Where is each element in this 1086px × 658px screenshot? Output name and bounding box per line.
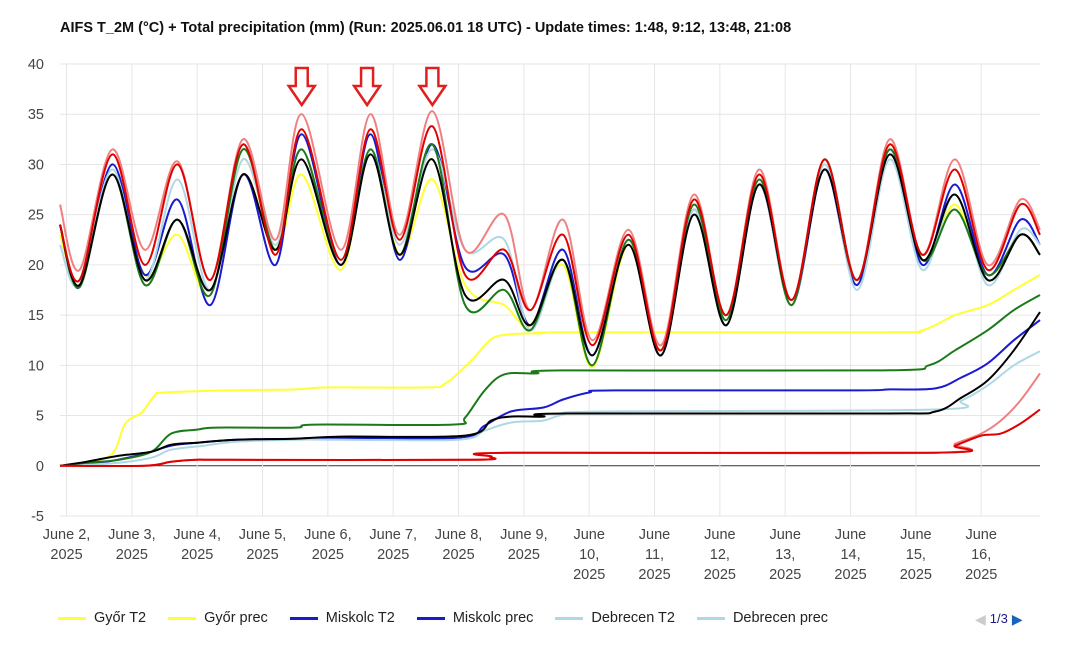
x-tick-label: 2025 — [638, 567, 670, 583]
x-tick-label: June — [769, 527, 800, 543]
x-tick-label: 2025 — [900, 567, 932, 583]
legend-swatch — [289, 616, 318, 620]
x-tick-label: 2025 — [181, 547, 213, 563]
previous-page-icon[interactable]: ◀ — [975, 610, 986, 627]
y-tick-label: 35 — [28, 107, 44, 123]
series-line-debrecen-prec — [59, 350, 1041, 467]
legend-item[interactable]: Győr T2 — [58, 610, 146, 626]
x-tick-label: June — [704, 527, 735, 543]
y-tick-label: 15 — [28, 308, 44, 324]
legend-label: Miskolc T2 — [325, 610, 395, 626]
legend-item[interactable]: Miskolc T2 — [289, 610, 395, 626]
x-tick-label: 13, — [775, 547, 795, 563]
down-arrow-marker-icon — [351, 66, 383, 108]
y-tick-label: 0 — [36, 459, 44, 475]
legend-item[interactable]: Debrecen T2 — [555, 610, 675, 626]
x-tick-label: 2025 — [442, 547, 474, 563]
chart-title: AIFS T_2M (°C) + Total precipitation (mm… — [60, 20, 792, 36]
y-tick-label: 20 — [28, 258, 44, 274]
x-tick-label: June 6, — [304, 527, 352, 543]
x-tick-label: June — [573, 527, 604, 543]
x-tick-label: June 3, — [108, 527, 156, 543]
x-tick-label: 2025 — [50, 547, 82, 563]
x-tick-label: 12, — [710, 547, 730, 563]
x-tick-label: 2025 — [573, 567, 605, 583]
x-tick-label: June 2, — [43, 527, 91, 543]
legend-label: Miskolc prec — [452, 610, 534, 626]
legend-swatch — [58, 616, 86, 620]
legend-label: Debrecen T2 — [591, 610, 675, 626]
y-tick-label: 40 — [28, 57, 44, 73]
legend-item[interactable]: Miskolc prec — [416, 610, 534, 626]
x-tick-label: 15, — [906, 547, 926, 563]
legend-swatch — [416, 616, 445, 620]
series-line-miskolc-prec — [59, 319, 1041, 467]
series-line-gyor-prec — [59, 274, 1041, 467]
x-tick-label: June 4, — [173, 527, 221, 543]
legend: Győr T2 Győr prec Miskolc T2 Miskolc prec De… — [58, 610, 850, 626]
series-line-red-prec — [59, 408, 1041, 468]
y-tick-label: 25 — [28, 208, 44, 224]
legend-item[interactable]: Debrecen prec — [696, 610, 829, 626]
legend-swatch — [696, 616, 725, 620]
series-line-miskolc-t2 — [59, 133, 1041, 357]
legend-pager: ◀ 1/3 ▶ — [975, 611, 1023, 626]
x-tick-label: 2025 — [704, 567, 736, 583]
x-tick-label: 2025 — [834, 567, 866, 583]
x-tick-label: 16, — [971, 547, 991, 563]
series-line-black-prec — [59, 311, 1041, 467]
legend-label: Győr T2 — [94, 610, 147, 626]
x-tick-label: June 5, — [239, 527, 287, 543]
down-arrow-marker-icon — [286, 66, 318, 108]
x-tick-label: 2025 — [769, 567, 801, 583]
x-tick-label: June 9, — [500, 527, 548, 543]
x-tick-label: 2025 — [965, 567, 997, 583]
x-tick-label: 14, — [840, 547, 860, 563]
legend-item[interactable]: Győr prec — [168, 610, 268, 626]
x-tick-label: 2025 — [116, 547, 148, 563]
x-tick-label: June 8, — [435, 527, 483, 543]
legend-swatch — [555, 616, 584, 620]
x-tick-label: 10, — [579, 547, 599, 563]
y-tick-label: 30 — [28, 157, 44, 173]
y-tick-label: 5 — [36, 409, 44, 425]
x-tick-label: June 7, — [369, 527, 417, 543]
x-tick-label: June — [835, 527, 866, 543]
y-tick-label: -5 — [31, 509, 44, 525]
y-tick-label: 10 — [28, 358, 44, 374]
page-indicator: 1/3 — [989, 611, 1008, 626]
x-tick-label: June — [639, 527, 670, 543]
x-tick-label: June — [900, 527, 931, 543]
x-tick-label: June — [965, 527, 996, 543]
x-tick-label: 2025 — [312, 547, 344, 563]
series-line-gyor-prec-2 — [59, 294, 1041, 467]
x-tick-label: 2025 — [377, 547, 409, 563]
legend-swatch — [168, 616, 197, 620]
down-arrow-marker-icon — [417, 66, 448, 108]
legend-label: Debrecen prec — [732, 610, 829, 626]
x-tick-label: 2025 — [246, 547, 278, 563]
next-page-icon[interactable]: ▶ — [1011, 610, 1023, 627]
x-tick-label: 2025 — [508, 547, 540, 563]
x-tick-label: 11, — [645, 547, 664, 563]
legend-label: Győr prec — [204, 610, 268, 626]
series-line-red-t2 — [59, 125, 1041, 352]
